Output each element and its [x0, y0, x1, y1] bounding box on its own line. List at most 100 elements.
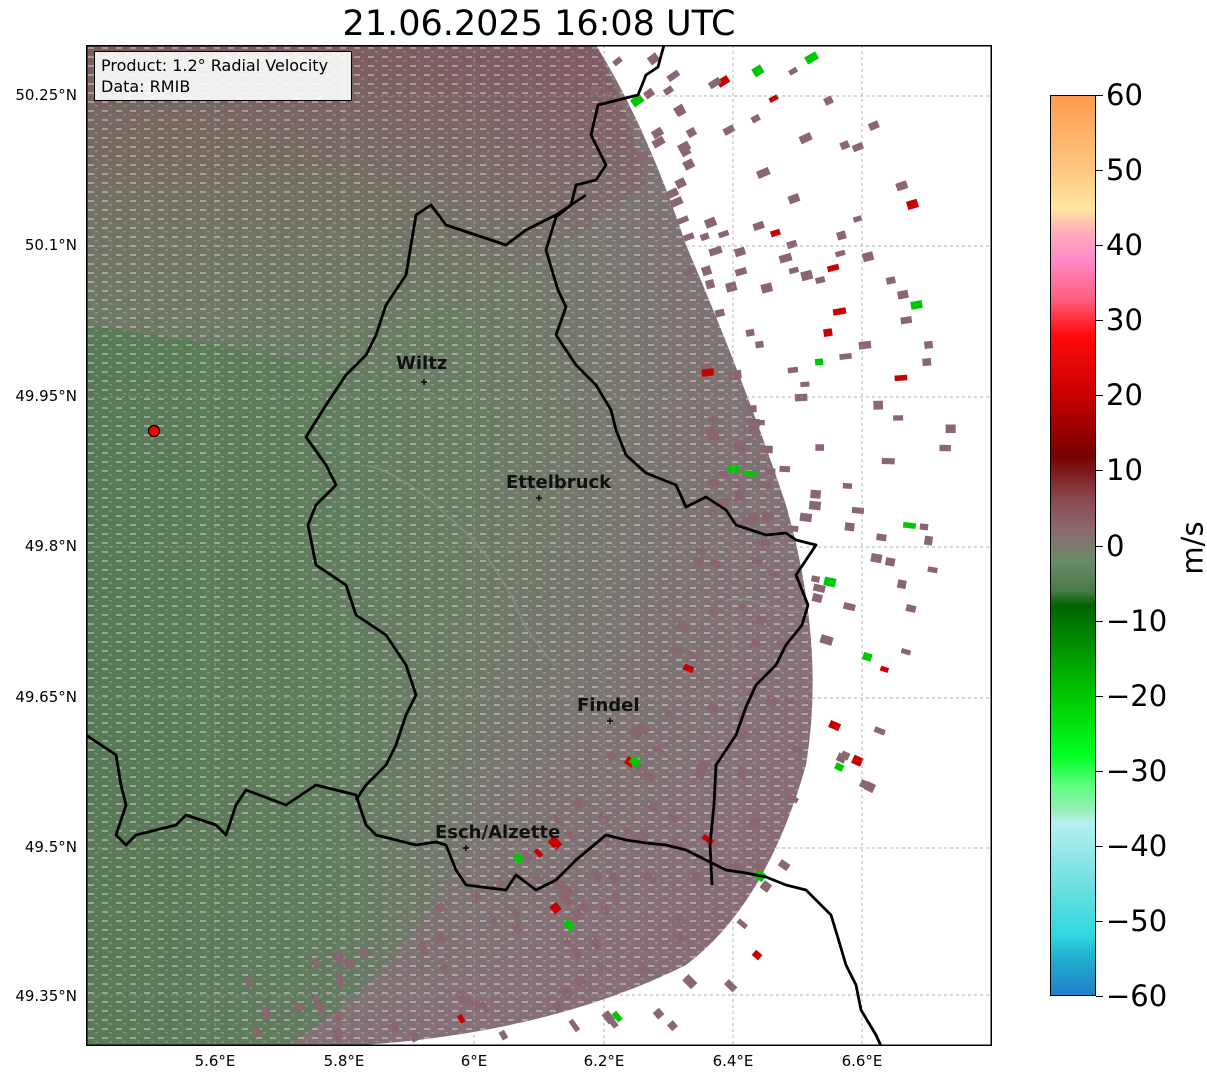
radar-bin: [666, 1020, 679, 1032]
city-ettelbruck: Ettelbruck: [506, 472, 612, 501]
radar-bin: [922, 357, 932, 367]
radar-bin: [682, 266, 696, 277]
radar-map[interactable]: Wiltz Ettelbruck Findel Esch/Alzette: [86, 45, 992, 1046]
radar-bin: [745, 328, 755, 337]
radar-bin: [834, 249, 846, 258]
radar-bin: [676, 140, 692, 154]
radar-bin: [819, 634, 834, 646]
radar-bin: [608, 1018, 619, 1029]
radar-bin: [777, 859, 791, 872]
radar-bin: [559, 985, 574, 1001]
radar-bin: [823, 328, 833, 337]
radar-bin: [788, 266, 800, 275]
radar-bin: [611, 1010, 623, 1023]
radar-bin: [332, 950, 343, 962]
radar-bin: [876, 533, 887, 542]
radar-bin: [828, 719, 842, 732]
radar-bin: [873, 400, 884, 410]
radar-bin: [707, 76, 722, 90]
radar-bin: [729, 480, 741, 489]
radar-bin: [682, 663, 695, 674]
radar-bin: [861, 651, 873, 662]
radar-bin: [591, 871, 603, 883]
radar-bin: [245, 977, 252, 987]
radar-bin: [785, 793, 800, 804]
radar-bin: [261, 1006, 271, 1020]
colorbar-unit-label: m/s: [1175, 521, 1207, 575]
radar-bin: [923, 340, 934, 349]
colorbar-tick: [1096, 770, 1103, 772]
radar-bin: [674, 177, 687, 190]
colorbar-tick: [1096, 395, 1103, 397]
radar-bin: [779, 465, 791, 473]
colorbar-tick: [1096, 845, 1103, 847]
lat-tick-label: 49.5°N: [24, 838, 77, 856]
radar-bin: [790, 744, 804, 756]
radar-bin: [706, 431, 719, 441]
radar-bin: [900, 647, 912, 656]
radar-bin: [769, 228, 781, 238]
radar-bin: [675, 215, 690, 226]
graticule: [86, 45, 992, 1046]
river: [725, 598, 807, 613]
country-borders: [86, 45, 883, 1046]
radar-bin: [708, 245, 723, 257]
radar-bin: [601, 89, 613, 101]
radar-bin: [873, 726, 886, 736]
radar-bin: [734, 267, 748, 277]
radar-bin: [826, 263, 840, 273]
radar-bin: [752, 220, 765, 232]
radar-bin: [733, 246, 747, 258]
lon-tick-label: 6.2°E: [583, 1052, 625, 1070]
radar-bin: [746, 405, 757, 413]
radar-bin: [748, 815, 762, 829]
radar-bin: [910, 300, 923, 310]
radar-bin: [737, 728, 750, 741]
radar-bin: [879, 665, 890, 673]
radar-bin: [634, 150, 649, 164]
radar-bin: [666, 69, 681, 83]
radar-bin: [662, 85, 675, 96]
radar-bin: [732, 442, 746, 451]
radar-bin: [788, 66, 799, 76]
colorbar-tick: [1096, 95, 1103, 96]
map-title: 21.06.2025 16:08 UTC: [342, 4, 736, 44]
radar-bin: [676, 107, 687, 117]
radar-bin: [748, 419, 760, 428]
radar-bin: [714, 308, 726, 318]
colorbar-tick-label: 30: [1106, 303, 1143, 338]
radar-bin: [718, 470, 729, 478]
city-label: Esch/Alzette: [435, 822, 560, 843]
radar-bin: [434, 931, 446, 944]
radar-bin: [563, 937, 573, 949]
radar-bin: [666, 811, 681, 824]
radar-bin: [725, 281, 738, 293]
radar-bin: [746, 512, 759, 524]
map-border: [86, 45, 992, 1046]
velocity-colorbar: [1050, 95, 1096, 996]
radar-bin: [294, 1002, 304, 1013]
radar-bin: [736, 918, 748, 930]
radar-bin: [716, 74, 731, 88]
radar-bin: [646, 52, 661, 66]
radar-bin: [312, 996, 321, 1008]
radar-bin: [570, 946, 584, 961]
radar-bin: [750, 637, 761, 648]
radar-bin: [844, 522, 855, 532]
radar-bin: [335, 972, 346, 988]
radar-bin: [609, 890, 622, 903]
radar-bin: [753, 860, 766, 873]
radar-bin: [673, 912, 685, 924]
radar-bin: [707, 478, 720, 488]
radar-bin: [498, 1029, 509, 1041]
radar-bin: [598, 902, 613, 916]
colorbar-tick: [1096, 545, 1103, 547]
radar-bin: [842, 602, 856, 612]
radar-bin: [760, 539, 771, 548]
radar-bin: [717, 229, 730, 239]
radar-bin: [939, 444, 951, 452]
radar-bin: [562, 918, 576, 932]
radar-bin: [534, 873, 544, 884]
radar-bin: [652, 1007, 665, 1020]
radar-bin: [923, 535, 934, 546]
